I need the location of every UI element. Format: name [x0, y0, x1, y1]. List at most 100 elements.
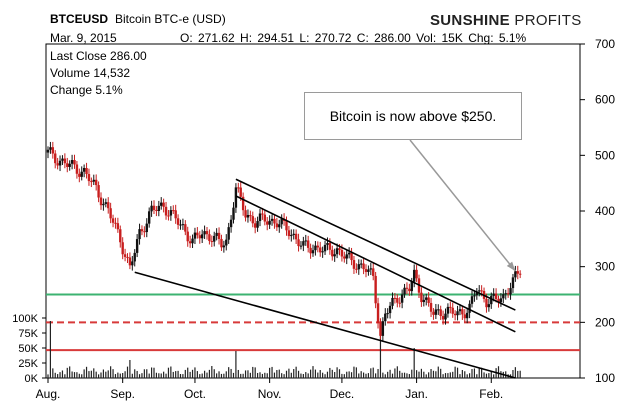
price-candle [203, 225, 206, 239]
candle-body [114, 222, 117, 224]
candle-body [359, 263, 363, 265]
candle-body [261, 213, 264, 215]
price-candle [297, 233, 300, 252]
candle-body [253, 223, 257, 228]
candle-body [480, 290, 483, 292]
price-candle [311, 244, 315, 257]
candle-body [239, 187, 242, 197]
price-candle [220, 234, 223, 251]
candle-body [54, 153, 57, 164]
price-candle [461, 305, 464, 320]
price-candle [290, 229, 293, 242]
price-candle [437, 304, 440, 315]
candle-body [196, 232, 199, 236]
time-axis: Aug. Sep. Oct. Nov. Dec. Jan. Feb. [36, 378, 503, 401]
candle-body [46, 149, 50, 153]
price-candle [157, 200, 161, 217]
candle-body [437, 309, 440, 311]
arrow-head [506, 261, 516, 272]
volume-tick-label: 0K [25, 373, 39, 385]
candle-body [494, 293, 498, 300]
price-candle [453, 310, 457, 321]
price-candle [494, 288, 498, 303]
price-candle [97, 181, 100, 203]
price-candle [46, 146, 50, 159]
price-candle [119, 225, 122, 248]
price-candle [372, 263, 375, 281]
price-candle [367, 265, 370, 276]
price-candle [99, 192, 103, 210]
candle-body [485, 298, 488, 308]
candle-body [357, 264, 360, 270]
price-candle [487, 298, 491, 312]
price-candle [184, 220, 187, 236]
candle-body [200, 234, 204, 239]
trendline [235, 195, 516, 333]
volume-bars [47, 321, 521, 378]
candle-body [343, 256, 346, 259]
price-candle [196, 227, 199, 239]
candle-body [456, 311, 459, 316]
candle-body [109, 208, 112, 219]
volume-tick-label: 75K [18, 328, 38, 340]
price-candle [420, 287, 423, 307]
callout-arrow [409, 139, 516, 272]
candle-body [143, 231, 146, 233]
price-candle [251, 211, 254, 228]
price-candle [355, 263, 358, 274]
volume-label: Volume 14,532 [50, 66, 131, 80]
price-candle [133, 249, 136, 267]
price-candle [210, 235, 214, 248]
candle-body [309, 247, 312, 254]
price-candle [278, 219, 281, 233]
price-candle [131, 255, 134, 271]
price-candle [287, 225, 291, 240]
price-candle [92, 174, 95, 186]
price-candle [321, 246, 324, 258]
candle-body [446, 306, 450, 314]
candle-body [367, 269, 370, 272]
candle-body [135, 239, 139, 253]
price-candle [504, 289, 507, 300]
trendlines [134, 178, 516, 379]
candle-body [49, 147, 52, 150]
price-candle [70, 154, 74, 170]
time-tick-label: Dec. [330, 387, 355, 401]
price-candle [258, 208, 262, 227]
candle-body [234, 187, 238, 208]
price-candle [511, 273, 515, 293]
price-candle [147, 207, 151, 228]
price-candle [364, 264, 368, 278]
candle-body [181, 224, 185, 226]
price-candle [299, 241, 303, 250]
price-candle [213, 231, 216, 247]
volume-tick-label: 25K [18, 358, 38, 370]
price-candle [191, 234, 194, 249]
candle-body [379, 323, 382, 336]
price-candle [475, 288, 479, 300]
candle-body [427, 297, 430, 303]
price-candle [434, 303, 438, 320]
candle-body [184, 224, 187, 232]
candle-body [213, 235, 216, 242]
candle-body [511, 277, 515, 289]
price-candle [63, 153, 67, 169]
price-candle [94, 174, 98, 191]
price-candle [111, 214, 115, 228]
price-candle [90, 177, 93, 188]
candle-body [78, 173, 81, 177]
candle-body [398, 302, 401, 304]
price-candle [116, 217, 120, 233]
volume-tick-label: 100K [12, 313, 38, 325]
candle-body [311, 250, 315, 254]
price-candle [123, 248, 127, 262]
candle-body [415, 269, 418, 279]
candle-body [273, 218, 276, 224]
candle-body [453, 313, 457, 316]
candle-body [68, 163, 71, 167]
candle-body [85, 168, 88, 175]
candle-body [90, 181, 93, 183]
price-candle [456, 305, 459, 321]
price-tick-label: 400 [595, 204, 615, 218]
